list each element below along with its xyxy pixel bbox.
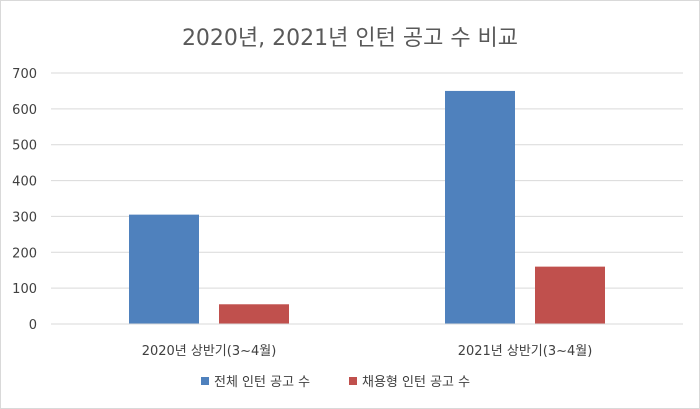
bars: [129, 90, 605, 324]
bar-series-1-cat-2: [445, 90, 515, 324]
y-tick-label: 700: [12, 67, 37, 82]
x-axis-labels: 2020년 상반기(3~4월) 2021년 상반기(3~4월): [142, 344, 593, 359]
legend-label: 전체 인턴 공고 수: [214, 375, 310, 390]
x-category-label: 2020년 상반기(3~4월): [142, 344, 277, 359]
y-axis-ticks: 0 100 200 300 400 500 600 700: [12, 67, 37, 333]
y-tick-label: 500: [12, 139, 37, 154]
bar-series-2-cat-1: [219, 304, 289, 324]
legend-swatch: [201, 377, 209, 385]
legend: 전체 인턴 공고 수 채용형 인턴 공고 수: [201, 375, 470, 390]
chart-title: 2020년, 2021년 인턴 공고 수 비교: [182, 26, 518, 51]
y-tick-label: 400: [12, 175, 37, 190]
y-tick-label: 600: [12, 103, 37, 118]
y-tick-label: 0: [29, 318, 37, 333]
x-category-label: 2021년 상반기(3~4월): [458, 344, 593, 359]
y-tick-label: 300: [12, 210, 37, 225]
y-tick-label: 200: [12, 246, 37, 261]
legend-swatch: [349, 377, 357, 385]
y-tick-label: 100: [12, 282, 37, 297]
legend-label: 채용형 인턴 공고 수: [362, 375, 470, 390]
bar-series-2-cat-2: [535, 266, 605, 324]
bar-series-1-cat-1: [129, 214, 199, 324]
